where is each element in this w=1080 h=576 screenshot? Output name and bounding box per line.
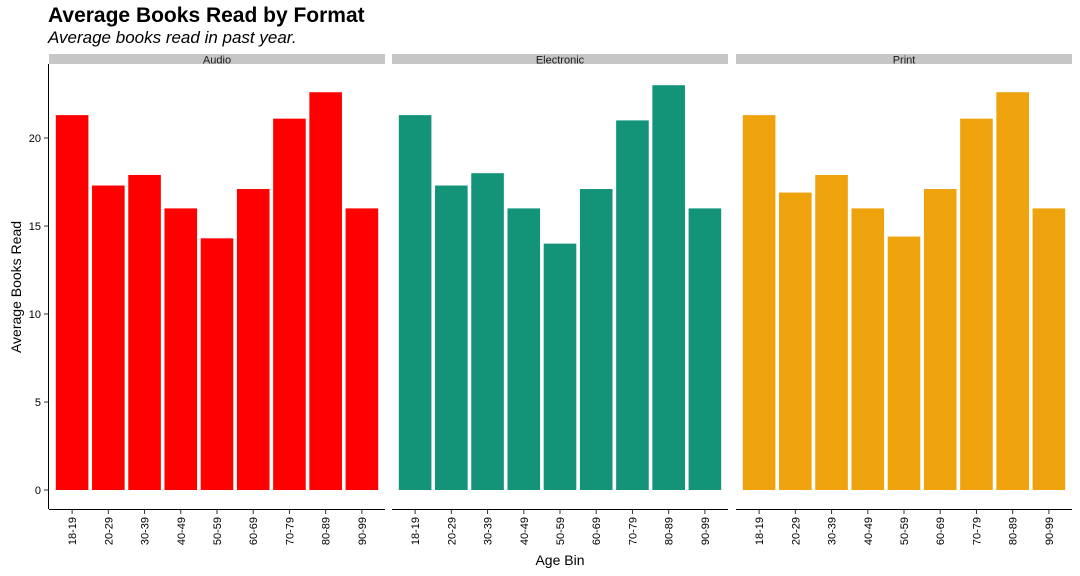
facet-panels: 0 5 10 15 20 Audio 18-19 20-29 30-39 40-49 50-59 60… [29, 54, 1072, 545]
bar [887, 236, 921, 490]
bar [688, 208, 722, 490]
y-tick-label: 5 [35, 397, 41, 409]
bar [996, 92, 1029, 491]
bar [92, 185, 125, 490]
x-tick-label: 70-79 [971, 517, 983, 545]
bar [507, 208, 541, 490]
facet-strip [392, 54, 728, 64]
x-tick-label: 40-49 [863, 517, 875, 545]
facet-strip-label: Print [893, 55, 916, 67]
x-tick-label: 60-69 [591, 517, 603, 545]
x-tick-label: 18-19 [410, 517, 422, 545]
bar [471, 173, 504, 490]
x-tick-label: 30-39 [827, 517, 839, 545]
bar [200, 238, 234, 490]
x-tick-label: 20-29 [446, 517, 458, 545]
bar [345, 208, 379, 490]
bar [543, 243, 577, 490]
bar [1032, 208, 1066, 490]
y-axis-label: Average Books Read [8, 221, 24, 353]
chart-title: Average Books Read by Format [48, 4, 365, 27]
x-tick-label: 60-69 [935, 517, 947, 545]
x-tick-label: 40-49 [519, 517, 531, 545]
x-tick-label: 90-99 [357, 517, 369, 545]
bar [309, 92, 342, 491]
bar [236, 189, 270, 491]
bar [616, 120, 649, 491]
y-tick-label: 15 [29, 221, 41, 233]
bar [579, 189, 613, 491]
chart-subtitle: Average books read in past year. [48, 28, 297, 47]
y-tick-label: 10 [29, 309, 41, 321]
y-tick-label: 20 [29, 133, 41, 145]
facet-strip-label: Electronic [536, 55, 585, 67]
x-axis-label: Age Bin [535, 552, 584, 568]
x-tick-label: 80-89 [1008, 517, 1020, 545]
bar [128, 174, 161, 490]
bar [815, 174, 848, 490]
facet-strip [736, 54, 1072, 64]
x-tick-label: 40-49 [176, 517, 188, 545]
bar [742, 115, 776, 491]
x-tick-label: 30-39 [140, 517, 152, 545]
bar [164, 208, 198, 490]
x-tick-label: 50-59 [212, 517, 224, 545]
facet-strip-label: Audio [203, 55, 231, 67]
bar [960, 118, 993, 490]
y-tick-label: 0 [35, 485, 41, 497]
x-tick-label: 20-29 [790, 517, 802, 545]
x-tick-label: 80-89 [664, 517, 676, 545]
bar [851, 208, 885, 490]
facet-strip [49, 54, 385, 64]
bar [923, 189, 957, 491]
x-tick-label: 50-59 [555, 517, 567, 545]
bar [779, 192, 812, 490]
x-tick-label: 90-99 [700, 517, 712, 545]
x-tick-label: 80-89 [321, 517, 333, 545]
bar [435, 185, 468, 490]
x-tick-label: 18-19 [67, 517, 79, 545]
bar [273, 118, 306, 490]
x-tick-label: 70-79 [627, 517, 639, 545]
x-tick-label: 18-19 [754, 517, 766, 545]
bar [55, 115, 89, 491]
x-tick-label: 90-99 [1044, 517, 1056, 545]
x-tick-label: 50-59 [899, 517, 911, 545]
bar [652, 85, 685, 490]
x-tick-label: 20-29 [103, 517, 115, 545]
x-tick-label: 30-39 [483, 517, 495, 545]
bar [398, 115, 432, 491]
x-tick-label: 60-69 [248, 517, 260, 545]
x-tick-label: 70-79 [284, 517, 296, 545]
